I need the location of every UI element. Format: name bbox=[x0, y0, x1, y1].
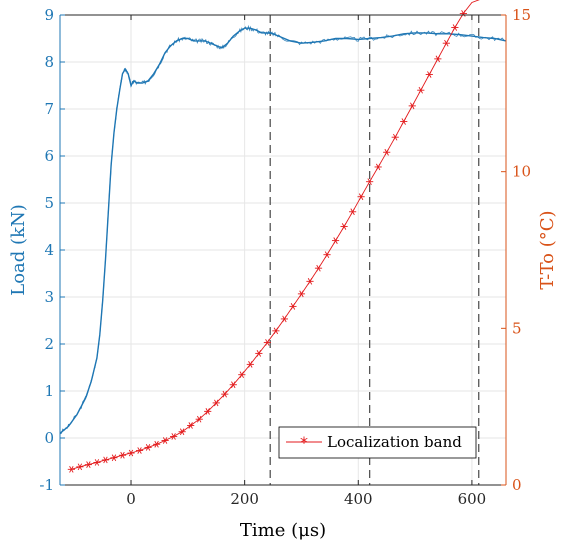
legend: * Localization band bbox=[278, 426, 477, 459]
y-right-tick-label: 15 bbox=[512, 6, 531, 24]
temperature-marker bbox=[331, 237, 340, 244]
y-left-tick-label: 3 bbox=[44, 288, 54, 306]
temperature-marker bbox=[76, 463, 84, 471]
temperature-marker bbox=[178, 428, 186, 436]
temperature-marker bbox=[187, 422, 195, 429]
temperature-marker bbox=[170, 433, 178, 440]
y-left-tick-label: 4 bbox=[44, 241, 54, 259]
temperature-marker bbox=[135, 447, 144, 454]
temperature-marker bbox=[451, 24, 459, 31]
temperature-marker bbox=[383, 148, 391, 156]
y-left-tick-label: -1 bbox=[39, 476, 54, 494]
legend-marker-sample: * bbox=[300, 433, 308, 452]
temperature-marker bbox=[357, 193, 365, 201]
y-left-axis-label: Load (kN) bbox=[8, 204, 29, 295]
grid bbox=[60, 14, 506, 486]
y-left-tick-label: 1 bbox=[44, 382, 54, 400]
temperature-marker bbox=[101, 456, 110, 464]
temperature-marker bbox=[161, 437, 169, 444]
temperature-marker bbox=[127, 449, 135, 457]
temperature-marker bbox=[152, 440, 161, 448]
temperature-marker bbox=[221, 390, 229, 398]
temperature-marker bbox=[84, 461, 93, 468]
temperature-marker bbox=[144, 444, 152, 451]
temperature-marker bbox=[93, 459, 101, 466]
temperature-marker bbox=[212, 399, 220, 407]
temperature-marker bbox=[118, 451, 127, 459]
temperature-marker bbox=[366, 178, 374, 186]
x-tick-label: 0 bbox=[126, 490, 136, 508]
y-left-tick-label: 5 bbox=[44, 194, 54, 212]
load-line-noise bbox=[59, 24, 505, 435]
temperature-marker bbox=[340, 223, 348, 230]
temperature-marker bbox=[67, 465, 75, 473]
vertical-dashed-lines bbox=[269, 15, 480, 485]
temperature-marker bbox=[280, 315, 289, 323]
y-right-axis-label: T-To (°C) bbox=[537, 210, 558, 289]
y-left-tick-label: 0 bbox=[44, 429, 54, 447]
temperature-marker bbox=[195, 415, 203, 423]
x-axis-label: Time (μs) bbox=[240, 520, 326, 541]
temperature-marker bbox=[323, 251, 331, 259]
temperature-marker bbox=[289, 303, 297, 310]
load-series bbox=[59, 24, 507, 435]
temperature-series bbox=[67, 0, 480, 473]
temperature-marker bbox=[263, 339, 271, 346]
y-right-tick-label: 10 bbox=[512, 163, 531, 181]
temperature-marker bbox=[442, 39, 450, 47]
temperature-marker bbox=[425, 71, 433, 78]
x-tick-label: 400 bbox=[344, 490, 373, 508]
temperature-marker bbox=[314, 264, 323, 272]
y-left-tick-label: 9 bbox=[44, 6, 54, 24]
temperature-marker bbox=[374, 163, 382, 171]
temperature-marker bbox=[238, 371, 246, 379]
temperature-marker bbox=[297, 290, 306, 298]
temperature-marker bbox=[255, 350, 263, 357]
temperature-marker bbox=[434, 55, 442, 63]
y-right-tick-label: 5 bbox=[512, 319, 522, 337]
temperature-marker bbox=[229, 381, 237, 389]
y-left-tick-label: 8 bbox=[44, 53, 54, 71]
temperature-marker bbox=[348, 208, 357, 216]
legend-label-localization-band: Localization band bbox=[327, 433, 462, 451]
temperature-marker bbox=[400, 118, 408, 125]
y-left-tick-label: 7 bbox=[44, 100, 54, 118]
x-tick-label: 200 bbox=[230, 490, 259, 508]
temperature-marker bbox=[110, 454, 118, 462]
temperature-marker bbox=[391, 133, 399, 141]
temperature-line bbox=[71, 0, 480, 470]
temperature-marker bbox=[246, 361, 254, 368]
temperature-marker bbox=[459, 10, 467, 17]
temperature-marker bbox=[408, 102, 416, 110]
load-line bbox=[59, 27, 507, 434]
temperature-marker bbox=[417, 86, 425, 94]
temperature-marker bbox=[272, 327, 280, 335]
y-left-tick-label: 2 bbox=[44, 335, 54, 353]
y-right-tick-label: 0 bbox=[512, 476, 522, 494]
x-tick-label: 600 bbox=[458, 490, 487, 508]
temperature-marker bbox=[306, 277, 314, 285]
temperature-marker bbox=[204, 408, 212, 415]
ticks: 0 200 400 600 -1 0 1 2 3 4 5 6 7 8 9 0 5 10 15 bbox=[39, 6, 531, 508]
y-left-tick-label: 6 bbox=[44, 147, 54, 165]
